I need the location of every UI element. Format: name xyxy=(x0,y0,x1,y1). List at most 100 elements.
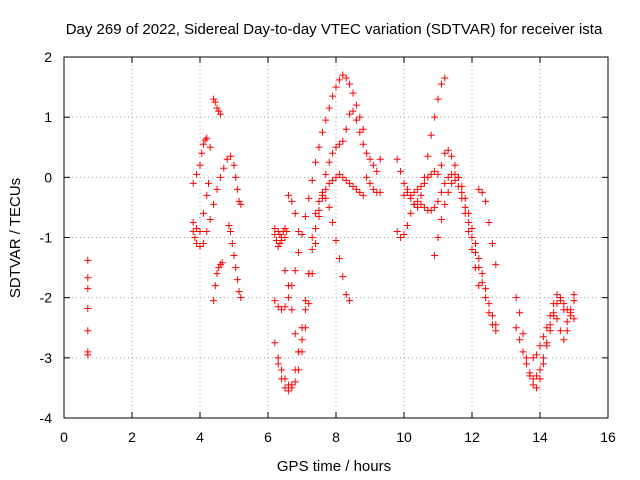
data-point xyxy=(475,255,483,263)
data-point xyxy=(199,240,207,248)
series-track-b xyxy=(189,152,245,251)
data-point xyxy=(539,360,547,368)
data-point xyxy=(237,200,245,208)
data-point xyxy=(335,170,343,178)
data-point xyxy=(420,203,428,211)
data-point xyxy=(325,179,333,187)
data-point xyxy=(198,149,206,157)
data-point xyxy=(356,188,364,196)
data-point xyxy=(522,360,530,368)
data-point xyxy=(84,327,92,335)
data-point xyxy=(189,179,197,187)
data-point xyxy=(359,125,367,133)
x-tick-labels: 0 2 4 6 8 10 12 14 16 xyxy=(60,429,616,445)
data-point xyxy=(211,98,219,106)
data-point xyxy=(223,155,231,163)
data-point xyxy=(199,209,207,217)
data-point xyxy=(444,146,452,154)
data-point xyxy=(339,273,347,281)
data-point xyxy=(216,110,224,118)
data-point xyxy=(315,143,323,151)
x-tick-label: 14 xyxy=(532,429,548,445)
data-point xyxy=(235,197,243,205)
data-point xyxy=(492,327,500,335)
data-point xyxy=(458,182,466,190)
data-point xyxy=(397,234,405,241)
y-tick-label: 0 xyxy=(44,169,52,185)
data-point xyxy=(84,351,92,359)
data-point xyxy=(189,227,197,235)
x-tick-label: 4 xyxy=(196,429,204,445)
data-point xyxy=(400,179,408,187)
data-point xyxy=(281,384,289,392)
data-point xyxy=(451,170,459,178)
data-point xyxy=(427,170,435,178)
data-point xyxy=(444,188,452,196)
data-point xyxy=(271,230,279,238)
data-point xyxy=(339,173,347,181)
data-point xyxy=(315,197,323,205)
data-point xyxy=(420,173,428,181)
x-tick-label: 16 xyxy=(600,429,616,445)
data-point xyxy=(485,309,493,317)
data-point xyxy=(325,203,333,211)
data-point xyxy=(84,256,92,264)
data-point xyxy=(465,218,473,226)
data-point xyxy=(461,194,469,202)
data-point xyxy=(427,131,435,139)
data-point xyxy=(431,203,439,211)
data-point xyxy=(284,282,292,290)
data-point xyxy=(271,297,279,305)
data-point xyxy=(233,185,241,193)
data-point xyxy=(335,76,343,84)
data-point xyxy=(213,104,221,112)
data-point xyxy=(237,294,245,302)
data-point xyxy=(369,161,377,169)
data-point xyxy=(359,140,367,148)
data-point xyxy=(546,327,554,335)
data-point xyxy=(206,215,214,223)
data-point xyxy=(519,330,527,338)
data-point xyxy=(550,300,558,308)
x-tick-label: 8 xyxy=(332,429,340,445)
data-point xyxy=(298,230,306,238)
data-point xyxy=(271,339,279,347)
data-point xyxy=(274,243,282,251)
data-point xyxy=(451,176,459,184)
data-point xyxy=(560,300,568,308)
data-point xyxy=(284,191,292,199)
data-point xyxy=(526,372,534,380)
series-track-f xyxy=(225,221,245,302)
data-point xyxy=(218,259,226,267)
data-point xyxy=(475,282,483,290)
data-point xyxy=(556,327,564,335)
series-track-p xyxy=(431,170,500,329)
plot-frame xyxy=(63,56,609,419)
series-track-r xyxy=(512,297,578,383)
data-point xyxy=(437,215,445,223)
data-point xyxy=(235,288,243,296)
data-point xyxy=(196,161,204,169)
data-point xyxy=(325,158,333,166)
data-point xyxy=(434,197,442,205)
data-point xyxy=(352,101,360,109)
data-point xyxy=(448,152,456,160)
data-point xyxy=(533,372,541,380)
data-point xyxy=(193,170,201,178)
data-point xyxy=(471,240,479,248)
data-point xyxy=(349,107,357,115)
data-point xyxy=(346,80,354,88)
data-point xyxy=(553,315,561,323)
data-point xyxy=(414,197,422,205)
data-point xyxy=(431,167,439,175)
data-point xyxy=(215,107,223,115)
data-point xyxy=(227,152,235,160)
series-track-e xyxy=(210,259,226,305)
data-point xyxy=(233,276,241,284)
x-axis-label: GPS time / hours xyxy=(277,458,391,475)
data-point xyxy=(312,240,320,248)
y-axis-label: SDTVAR / TECUs xyxy=(7,178,24,298)
data-point xyxy=(312,209,320,217)
data-point xyxy=(570,315,578,323)
